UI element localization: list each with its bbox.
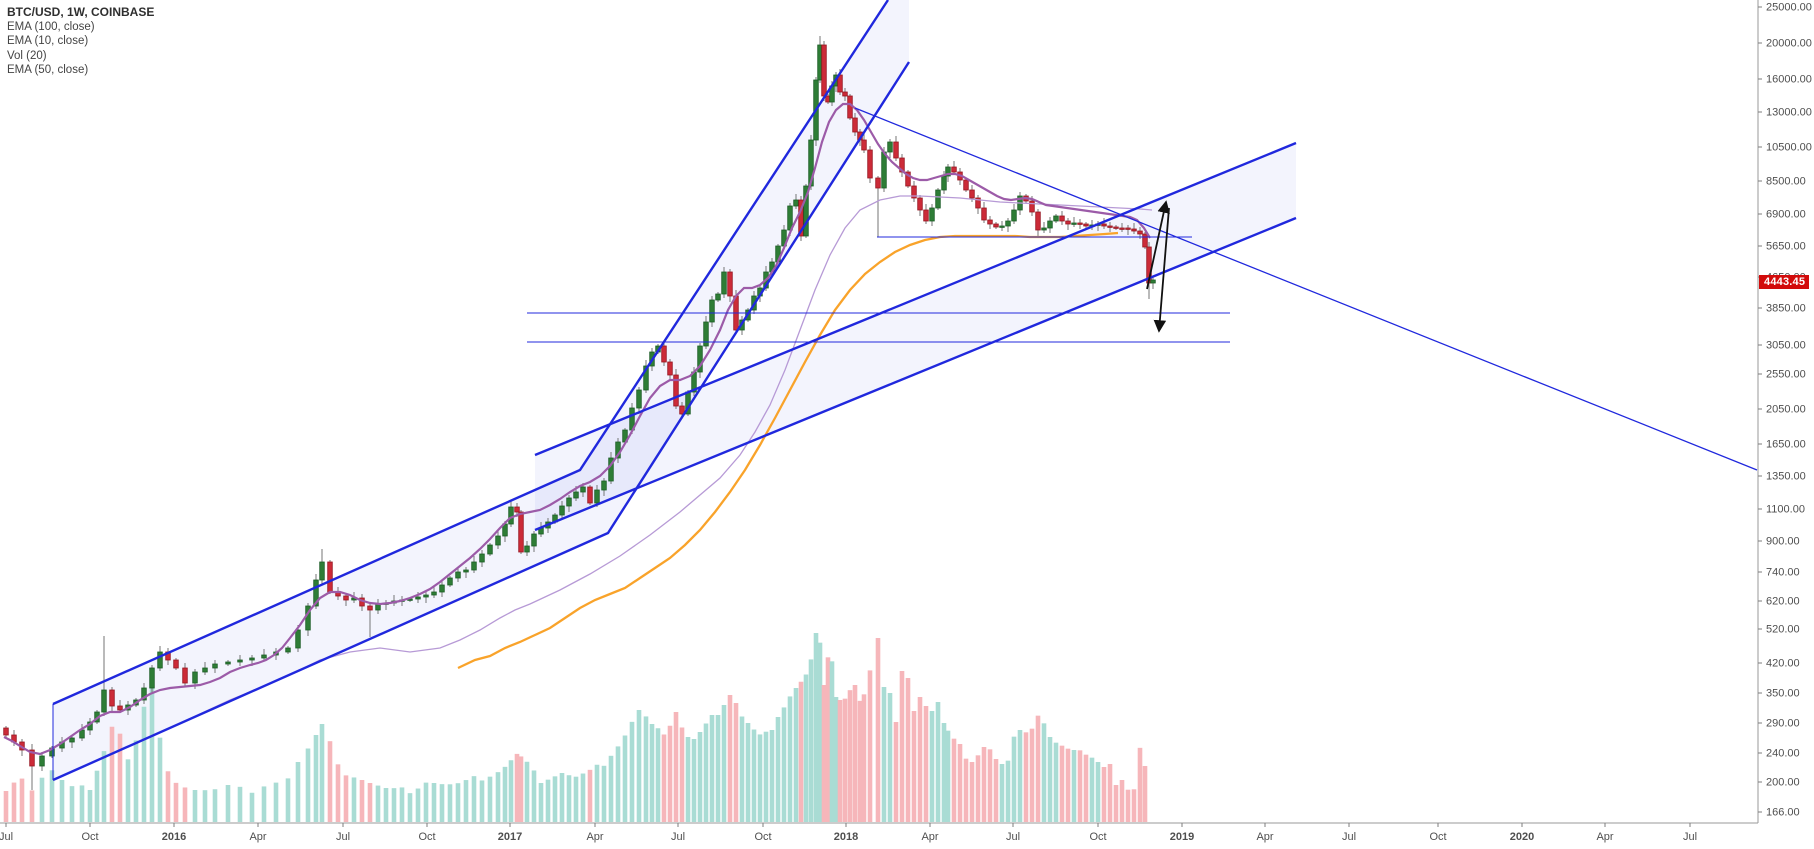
price-scale[interactable]: 25000.00 20000.00 16000.00 13000.00 10500.00… (1758, 2, 1812, 819)
svg-text:Jul: Jul (1683, 831, 1697, 843)
svg-text:Oct: Oct (81, 831, 98, 843)
channel1-upper-line (52, 0, 890, 706)
trend-drawings[interactable] (52, 0, 1758, 782)
projection-arrow-1 (1153, 207, 1170, 333)
descending-trendline (854, 107, 1758, 471)
svg-text:13000.00: 13000.00 (1766, 107, 1812, 119)
axes (0, 0, 1759, 824)
svg-text:740.00: 740.00 (1766, 567, 1800, 579)
svg-text:1350.00: 1350.00 (1766, 471, 1806, 483)
svg-text:2016: 2016 (162, 831, 186, 843)
svg-text:Jul: Jul (0, 831, 13, 843)
projection-arrow-0 (1146, 200, 1170, 290)
svg-text:2020: 2020 (1510, 831, 1534, 843)
channel2-upper-line (534, 141, 1297, 457)
ema-100-line (457, 231, 1119, 670)
ema-lines (3, 102, 1153, 756)
svg-text:2550.00: 2550.00 (1766, 369, 1806, 381)
svg-text:2019: 2019 (1170, 831, 1194, 843)
svg-text:Oct: Oct (418, 831, 435, 843)
time-scale[interactable]: Jul Oct 2016 Apr Jul Oct 2017 Apr Jul Oct 2018 Apr J… (0, 823, 1697, 843)
candles (3, 36, 1156, 790)
svg-text:290.00: 290.00 (1766, 718, 1800, 730)
svg-text:1100.00: 1100.00 (1766, 504, 1805, 516)
last-price-badge: 4443.45 (1759, 275, 1810, 289)
indicator-ema10[interactable]: EMA (10, close) (7, 35, 89, 48)
symbol-title[interactable]: BTC/USD, 1W, COINBASE (7, 5, 155, 19)
svg-text:Oct: Oct (1089, 831, 1106, 843)
svg-text:1650.00: 1650.00 (1766, 439, 1806, 451)
ema-50-line (138, 195, 1153, 743)
svg-text:8500.00: 8500.00 (1766, 176, 1806, 188)
svg-text:Apr: Apr (586, 831, 603, 843)
indicator-vol[interactable]: Vol (20) (7, 49, 47, 62)
svg-text:Apr: Apr (1256, 831, 1273, 843)
svg-text:3050.00: 3050.00 (1766, 340, 1806, 352)
svg-text:420.00: 420.00 (1766, 658, 1800, 670)
svg-text:5650.00: 5650.00 (1766, 241, 1806, 253)
svg-text:200.00: 200.00 (1766, 777, 1800, 789)
svg-text:166.00: 166.00 (1766, 807, 1800, 819)
indicator-ema100[interactable]: EMA (100, close) (7, 20, 95, 33)
svg-text:520.00: 520.00 (1766, 624, 1800, 636)
svg-text:Apr: Apr (1596, 831, 1613, 843)
svg-text:Jul: Jul (671, 831, 685, 843)
svg-text:3850.00: 3850.00 (1766, 303, 1806, 315)
svg-text:Jul: Jul (336, 831, 350, 843)
svg-text:620.00: 620.00 (1766, 596, 1800, 608)
svg-text:Apr: Apr (921, 831, 938, 843)
svg-text:Apr: Apr (249, 831, 266, 843)
svg-text:Oct: Oct (1429, 831, 1446, 843)
svg-text:350.00: 350.00 (1766, 688, 1800, 700)
svg-text:2018: 2018 (834, 831, 858, 843)
svg-text:25000.00: 25000.00 (1766, 2, 1812, 14)
ema-10-line (3, 102, 1151, 756)
svg-text:Jul: Jul (1006, 831, 1020, 843)
svg-text:2017: 2017 (498, 831, 522, 843)
svg-text:2050.00: 2050.00 (1766, 404, 1806, 416)
volume-bars (3, 633, 1148, 822)
chart-legend: BTC/USD, 1W, COINBASE EMA (100, close) E… (7, 5, 154, 78)
channel1-lower-line (52, 61, 911, 782)
svg-text:Oct: Oct (754, 831, 771, 843)
svg-text:20000.00: 20000.00 (1766, 38, 1812, 50)
svg-text:6900.00: 6900.00 (1766, 209, 1806, 221)
svg-text:Jul: Jul (1342, 831, 1356, 843)
channel2-lower-line (534, 216, 1297, 532)
svg-text:240.00: 240.00 (1766, 748, 1800, 760)
svg-text:16000.00: 16000.00 (1766, 74, 1812, 86)
svg-text:900.00: 900.00 (1766, 536, 1800, 548)
svg-text:10500.00: 10500.00 (1766, 142, 1812, 154)
indicator-ema50[interactable]: EMA (50, close) (7, 64, 89, 77)
